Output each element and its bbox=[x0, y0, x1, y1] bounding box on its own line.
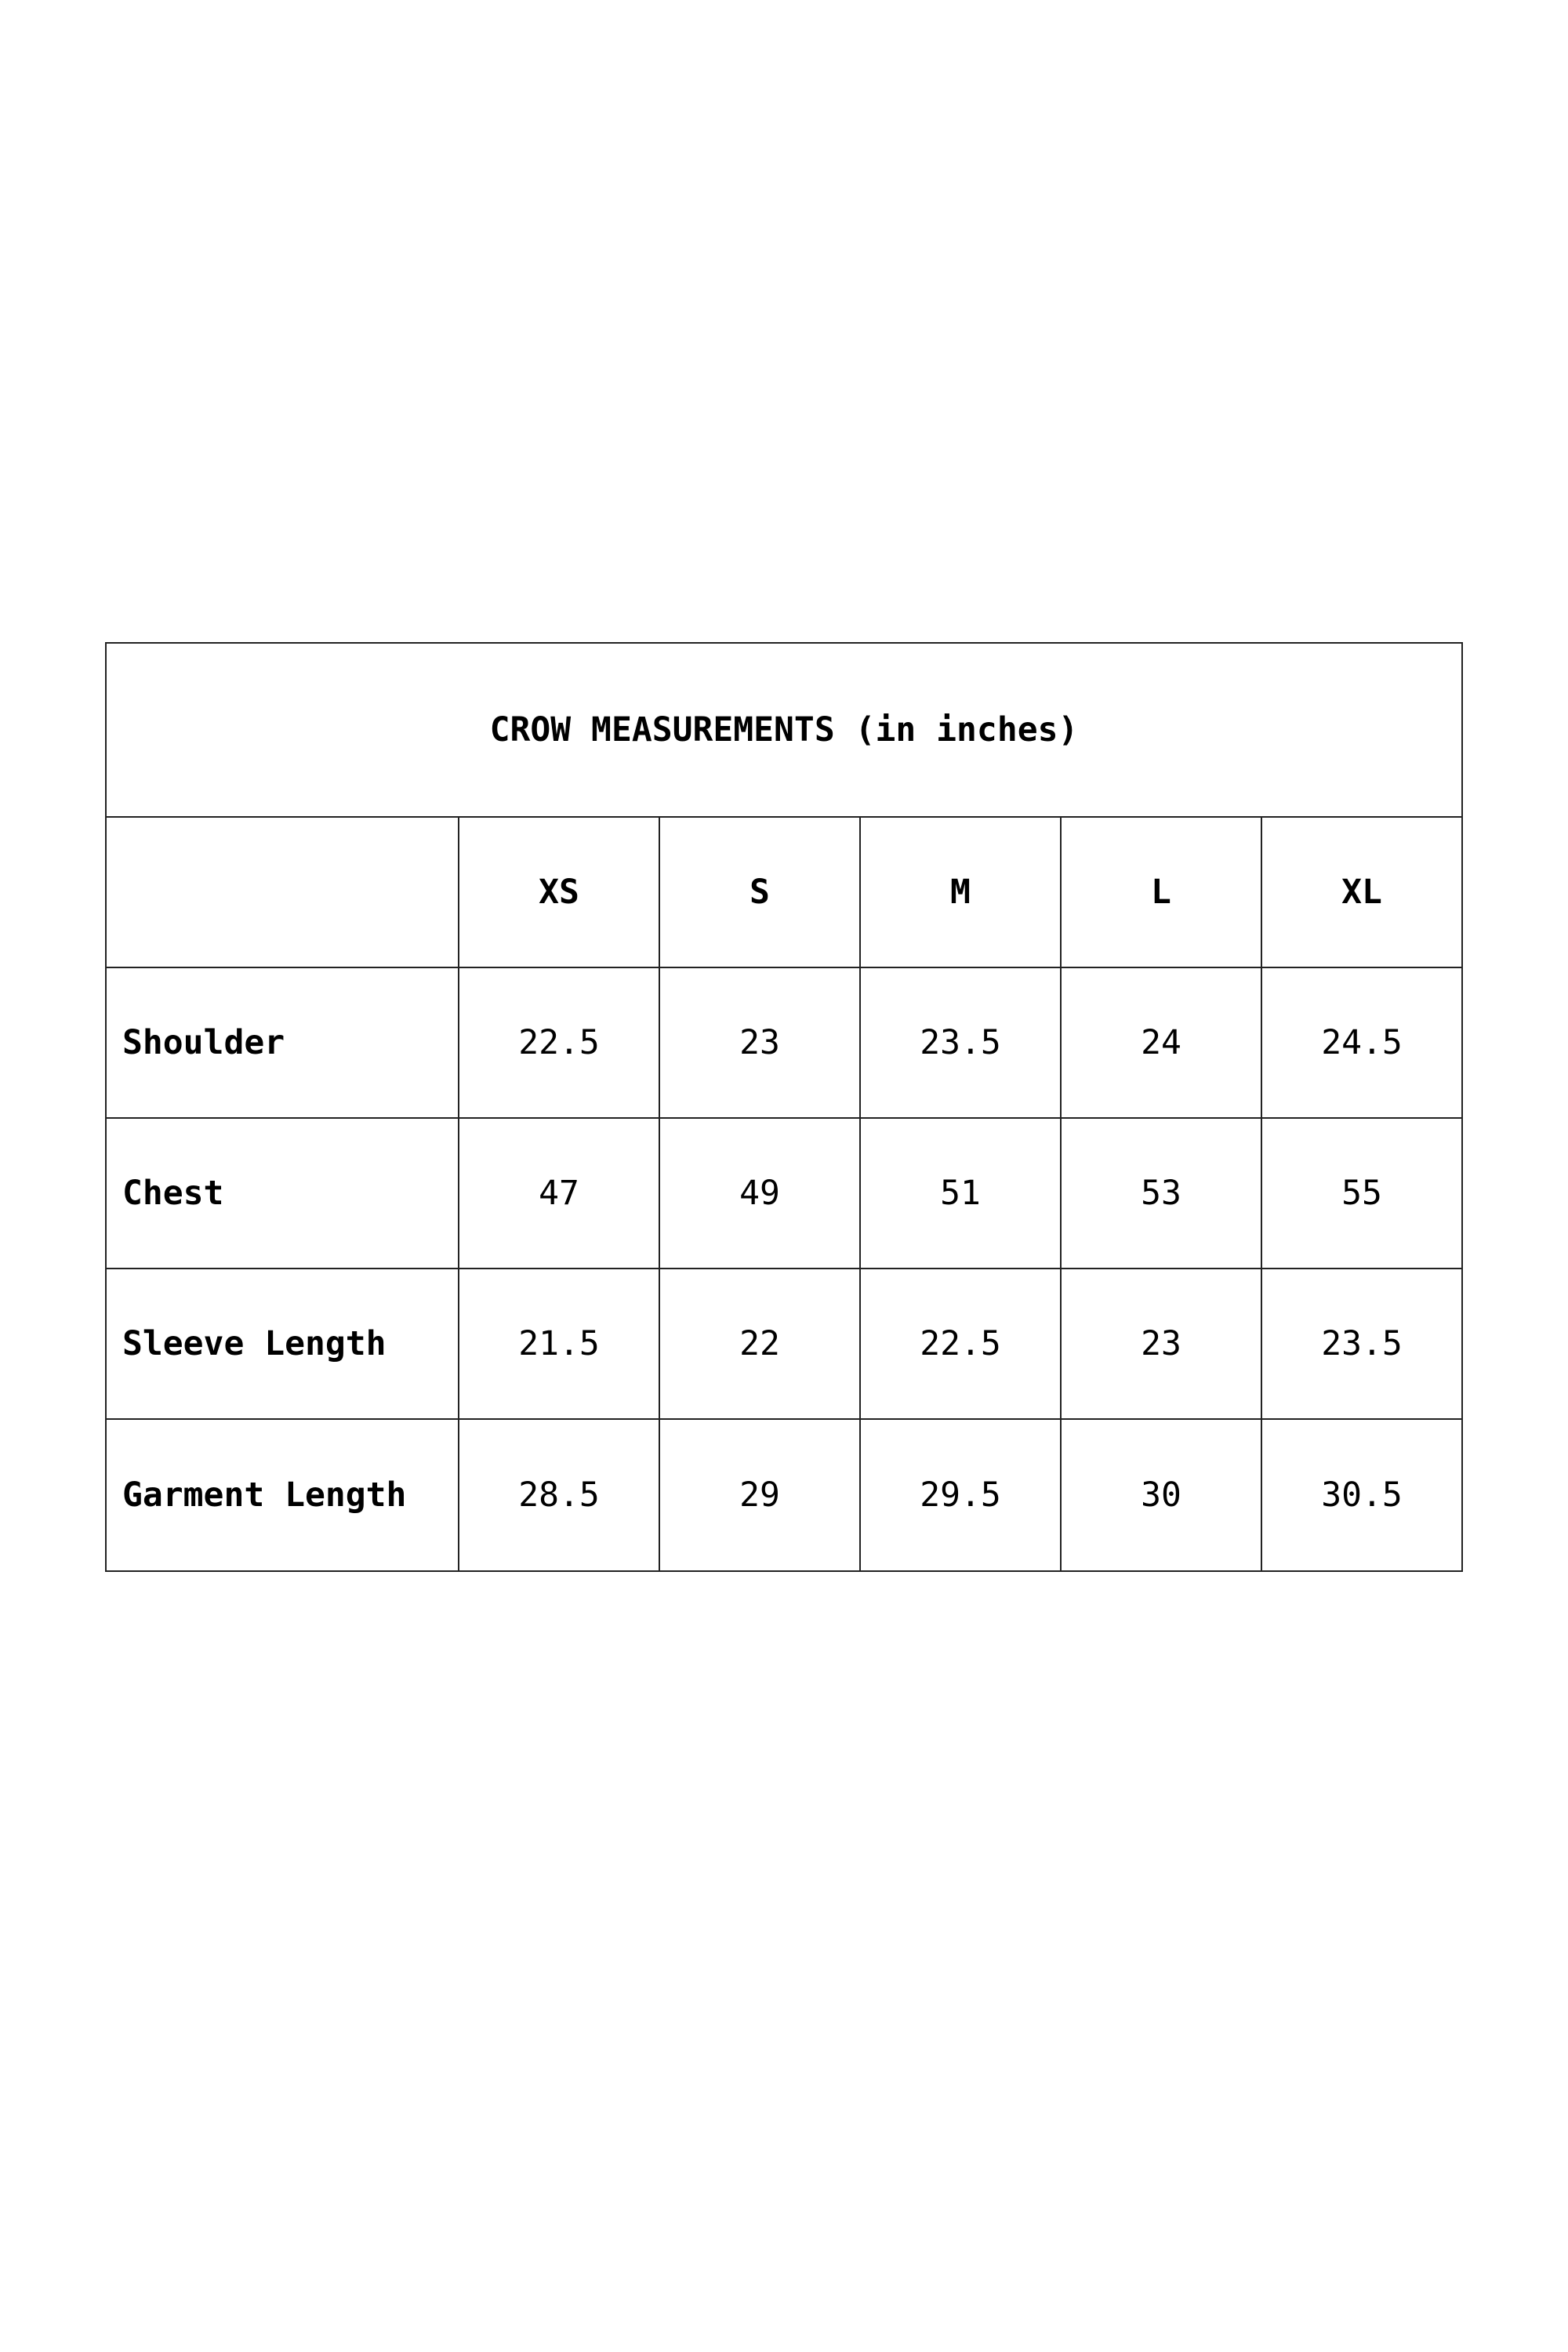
table-row: Garment Length 28.5 29 29.5 30 30.5 bbox=[107, 1420, 1461, 1570]
value-cell: 55 bbox=[1341, 1174, 1382, 1213]
value-cell: 47 bbox=[459, 1119, 660, 1268]
table-row: Sleeve Length 21.5 22 22.5 23 23.5 bbox=[107, 1269, 1461, 1420]
value-cell: 23 bbox=[1062, 1269, 1262, 1418]
value-cell: 23.5 bbox=[1321, 1324, 1403, 1363]
value-cell: 29 bbox=[660, 1420, 861, 1570]
value-cell: 23 bbox=[660, 968, 861, 1117]
value-cell: 22.5 bbox=[861, 1269, 1062, 1418]
value-cell: 23.5 bbox=[861, 968, 1062, 1117]
value-cell: 22 bbox=[660, 1269, 861, 1418]
row-label: Garment Length bbox=[107, 1420, 459, 1570]
size-chart-table: CROW MEASUREMENTS (in inches) XS S M L X… bbox=[105, 642, 1463, 1572]
value-cell: 28.5 bbox=[459, 1420, 660, 1570]
value-cell: 29.5 bbox=[861, 1420, 1062, 1570]
value-cell: 30.5 bbox=[1321, 1475, 1403, 1515]
value-cell: 24.5 bbox=[1321, 1023, 1403, 1062]
value-cell: 24 bbox=[1062, 968, 1262, 1117]
value-cell: 30 bbox=[1062, 1420, 1262, 1570]
value-cell: 22.5 bbox=[459, 968, 660, 1117]
header-cell-xl: XL bbox=[1341, 873, 1382, 912]
table-row: Chest 47 49 51 53 55 bbox=[107, 1119, 1461, 1269]
value-cell: 53 bbox=[1062, 1119, 1262, 1268]
value-cell: 49 bbox=[660, 1119, 861, 1268]
table-row: Shoulder 22.5 23 23.5 24 24.5 bbox=[107, 968, 1461, 1119]
row-label: Shoulder bbox=[107, 968, 459, 1117]
header-cell-s: S bbox=[660, 818, 861, 967]
header-cell-xs: XS bbox=[459, 818, 660, 967]
header-cell-l: L bbox=[1062, 818, 1262, 967]
table-title: CROW MEASUREMENTS (in inches) bbox=[107, 644, 1461, 818]
row-label: Chest bbox=[107, 1119, 459, 1268]
header-row: XS S M L XL bbox=[107, 818, 1461, 968]
value-cell: 21.5 bbox=[459, 1269, 660, 1418]
value-cell: 51 bbox=[861, 1119, 1062, 1268]
row-label: Sleeve Length bbox=[107, 1269, 459, 1418]
header-cell-m: M bbox=[861, 818, 1062, 967]
header-cell-empty bbox=[107, 818, 459, 967]
